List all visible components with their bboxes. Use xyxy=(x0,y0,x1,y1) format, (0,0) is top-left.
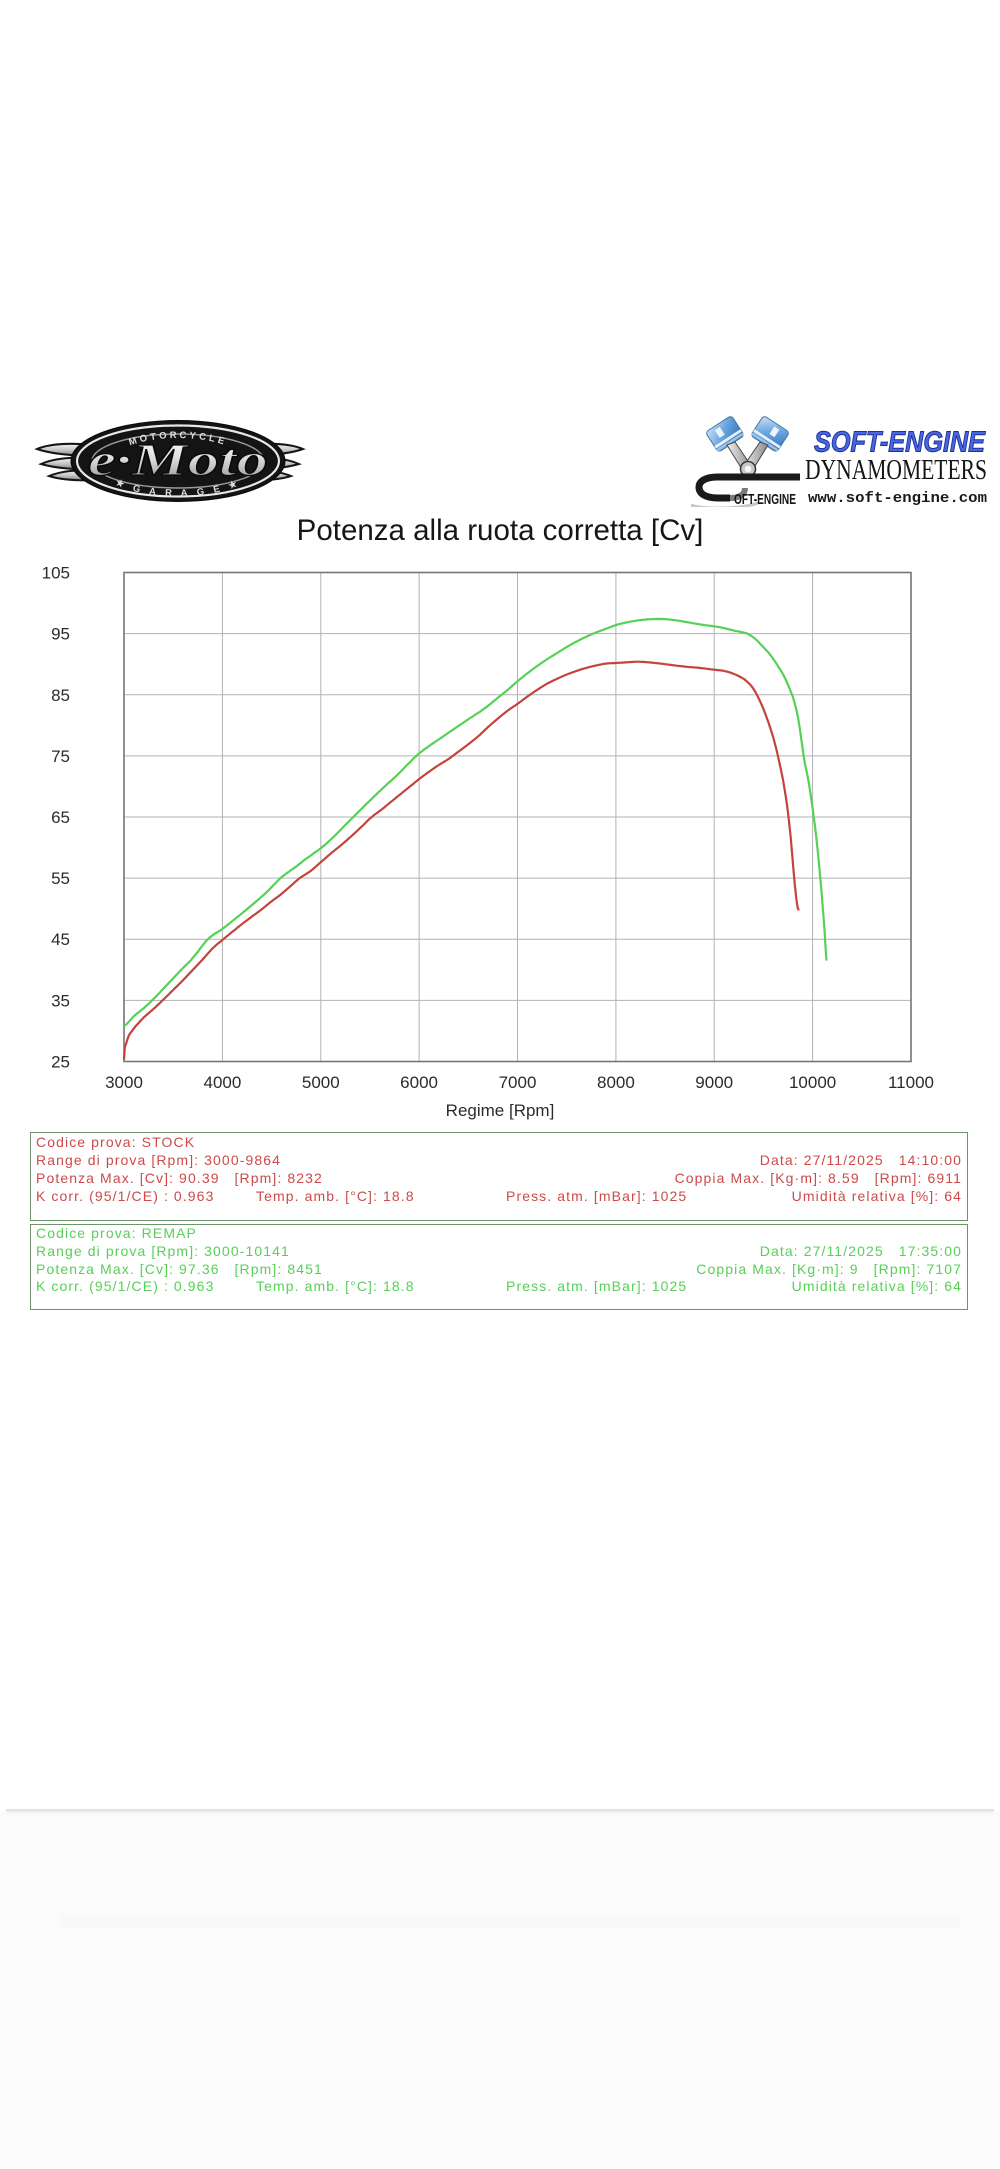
svg-text:7000: 7000 xyxy=(499,1073,537,1092)
svg-text:25: 25 xyxy=(51,1053,70,1072)
svg-text:www.soft-engine.com: www.soft-engine.com xyxy=(808,490,987,507)
svg-text:6000: 6000 xyxy=(400,1073,438,1092)
svg-text:75: 75 xyxy=(51,747,70,766)
svg-text:105: 105 xyxy=(42,564,70,583)
svg-text:DYNAMOMETERS: DYNAMOMETERS xyxy=(805,454,987,486)
svg-text:55: 55 xyxy=(51,869,70,888)
svg-text:9000: 9000 xyxy=(695,1073,733,1092)
svg-text:5000: 5000 xyxy=(302,1073,340,1092)
svg-text:35: 35 xyxy=(51,991,70,1010)
svg-text:Regime [Rpm]: Regime [Rpm] xyxy=(446,1101,555,1120)
svg-text:SOFT-ENGINE: SOFT-ENGINE xyxy=(814,427,986,459)
svg-text:e·Moto: e·Moto xyxy=(88,434,268,485)
svg-text:45: 45 xyxy=(51,930,70,949)
svg-text:11000: 11000 xyxy=(888,1073,934,1092)
svg-text:3000: 3000 xyxy=(105,1073,143,1092)
svg-text:OFT-ENGINE: OFT-ENGINE xyxy=(734,491,796,507)
svg-text:95: 95 xyxy=(51,625,70,644)
svg-text:10000: 10000 xyxy=(789,1073,836,1092)
svg-text:8000: 8000 xyxy=(597,1073,635,1092)
svg-text:65: 65 xyxy=(51,808,70,827)
svg-text:4000: 4000 xyxy=(203,1073,241,1092)
svg-text:85: 85 xyxy=(51,686,70,705)
